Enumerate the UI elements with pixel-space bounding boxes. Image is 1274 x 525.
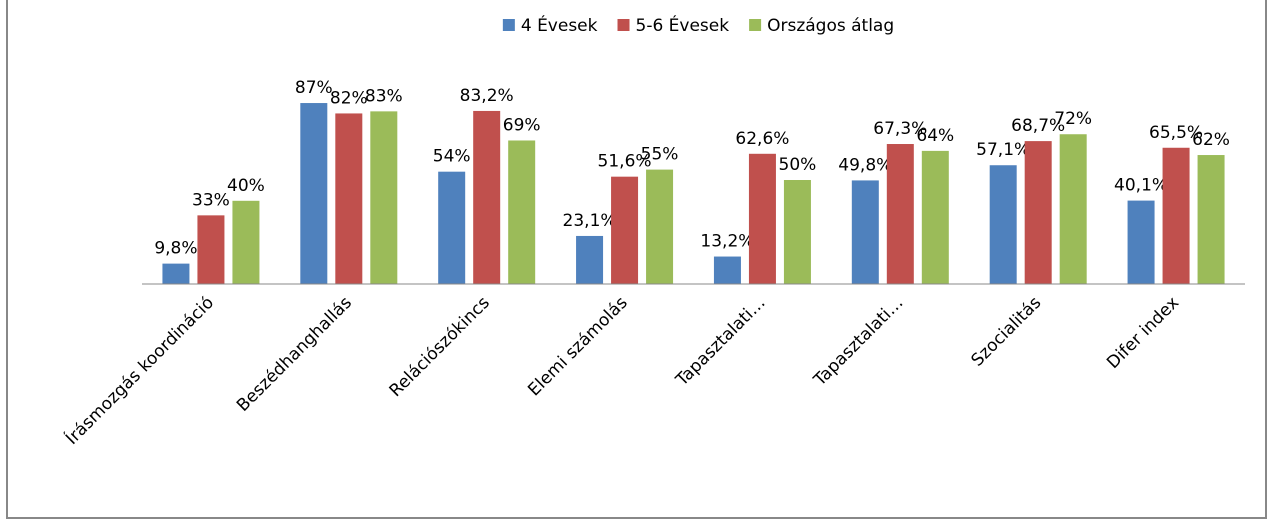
data-label: 33%: [192, 190, 230, 210]
bar: [783, 180, 811, 284]
bar: [1059, 134, 1087, 284]
bar: [1162, 147, 1190, 284]
chart-frame: [6, 0, 1267, 519]
data-label: 23,1%: [563, 211, 617, 231]
bar: [232, 200, 260, 284]
x-tick-label: Írásmozgás koordináció: [61, 292, 218, 449]
bar: [713, 256, 741, 284]
x-tick-label: Tapasztalati…: [809, 293, 907, 391]
x-tick-label: Relációszókincs: [386, 293, 494, 401]
data-label: 83,2%: [460, 86, 514, 106]
bar: [162, 263, 190, 284]
bar: [508, 140, 536, 284]
bar: [197, 215, 225, 284]
bar: [646, 169, 674, 284]
data-label: 69%: [503, 115, 541, 135]
data-label: 82%: [330, 88, 368, 108]
bar: [576, 235, 604, 284]
bar: [438, 171, 466, 284]
bar: [1127, 200, 1155, 284]
x-tick-label: Elemi számolás: [524, 293, 631, 400]
data-label: 65,5%: [1149, 123, 1203, 143]
x-tick-label: Szocialitás: [967, 293, 1045, 371]
bar: [1024, 141, 1052, 284]
data-label: 87%: [295, 78, 333, 98]
bar: [851, 180, 879, 284]
data-label: 9,8%: [154, 239, 197, 259]
data-label: 13,2%: [700, 232, 754, 252]
data-label: 51,6%: [598, 152, 652, 172]
data-label: 50%: [779, 155, 817, 175]
bar: [921, 150, 949, 284]
data-label: 40%: [227, 176, 265, 196]
x-tick-label: Difer index: [1103, 293, 1183, 373]
data-label: 83%: [365, 86, 403, 106]
data-label: 62,6%: [735, 129, 789, 149]
data-label: 49,8%: [838, 155, 892, 175]
x-tick-label: Tapasztalati…: [672, 293, 770, 391]
bar: [473, 110, 501, 284]
data-label: 57,1%: [976, 140, 1030, 160]
data-label: 40,1%: [1114, 176, 1168, 196]
legend-swatch: [749, 19, 762, 31]
data-label: 68,7%: [1011, 116, 1065, 136]
bar: [370, 111, 398, 284]
bar: [335, 113, 363, 284]
data-label: 62%: [1192, 130, 1230, 150]
bar: [989, 165, 1017, 284]
x-tick-label: Beszédhanghallás: [233, 293, 356, 416]
legend-swatch: [617, 19, 630, 31]
data-label: 67,3%: [873, 119, 927, 139]
legend-label: 5-6 Évesek: [636, 14, 730, 36]
data-label: 64%: [916, 126, 954, 146]
data-label: 54%: [433, 147, 471, 167]
bar: [611, 176, 639, 284]
data-label: 72%: [1054, 109, 1092, 129]
legend-label: 4 Évesek: [521, 14, 598, 36]
bar: [886, 144, 914, 284]
legend-swatch: [502, 19, 515, 31]
bar: [1197, 155, 1225, 284]
legend-label: Országos átlag: [767, 16, 894, 36]
bar: [300, 103, 328, 284]
bar: [748, 153, 776, 284]
data-label: 55%: [641, 145, 679, 165]
